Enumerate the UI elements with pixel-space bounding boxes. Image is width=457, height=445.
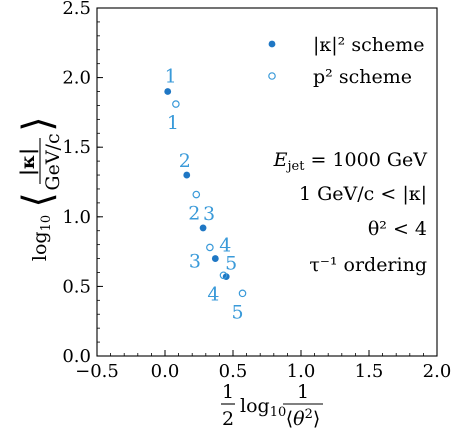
data-points [164, 88, 247, 298]
point-label-p-scheme: 5 [231, 301, 243, 323]
point-kappa-scheme [164, 88, 172, 95]
annotation-kappa-cut: 1 GeV/c < |κ| [299, 183, 427, 205]
y-tick-label: 0.0 [62, 346, 91, 367]
point-label-kappa-scheme: 4 [219, 235, 231, 257]
x-axis: −0.5 0.0 0.5 1.0 1.5 2.0 [75, 350, 451, 382]
y-axis: 0.0 0.5 1.0 1.5 2.0 2.5 [62, 0, 103, 367]
annotation-energy: Ejet = 1000 GeV [273, 149, 428, 174]
point-p-scheme [219, 271, 228, 280]
point-label-kappa-scheme: 2 [179, 150, 191, 172]
point-p-scheme [172, 100, 180, 108]
legend-marker-kappa [268, 40, 276, 48]
point-label-kappa-scheme: 1 [165, 66, 177, 88]
x-tick-label: −0.5 [75, 361, 119, 382]
svg-text:GeV/c: GeV/c [42, 133, 64, 190]
point-label-kappa-scheme: 3 [203, 203, 215, 225]
x-tick-label: 2.0 [423, 361, 452, 382]
annotation-theta-cut: θ² < 4 [368, 218, 427, 240]
svg-text:1: 1 [297, 381, 309, 403]
point-label-p-scheme: 2 [188, 203, 200, 225]
x-tick-label: 1.5 [355, 361, 384, 382]
x-tick-label: 0.5 [219, 361, 248, 382]
svg-text:log10: log10 [29, 215, 54, 261]
legend: |κ|² scheme p² scheme [268, 34, 424, 88]
svg-text:log10: log10 [240, 395, 286, 420]
svg-text:⟩: ⟩ [15, 116, 61, 132]
point-kappa-scheme [211, 255, 219, 262]
y-tick-label: 2.0 [62, 68, 91, 89]
legend-label-kappa: |κ|² scheme [313, 34, 424, 56]
y-tick-label: 1.0 [62, 207, 91, 228]
x-axis-label: 1 2 log10 1 ⟨θ2⟩ [221, 381, 323, 430]
y-tick-label: 1.5 [62, 137, 91, 158]
svg-text:2: 2 [222, 408, 234, 430]
x-tick-label: 0.0 [151, 361, 180, 382]
y-axis-label: log10 ⟨ |κ| GeV/c ⟩ [15, 116, 64, 261]
y-tick-label: 0.5 [62, 276, 91, 297]
point-label-p-scheme: 4 [207, 283, 219, 305]
point-label-p-scheme: 3 [189, 250, 201, 272]
point-p-scheme [238, 289, 247, 298]
legend-marker-p [268, 72, 276, 80]
annotation-block: Ejet = 1000 GeV 1 GeV/c < |κ| θ² < 4 τ⁻¹… [273, 149, 428, 276]
point-label-p-scheme: 1 [167, 112, 179, 134]
svg-text:1: 1 [222, 381, 234, 403]
annotation-ordering: τ⁻¹ ordering [309, 254, 427, 276]
svg-text:⟨: ⟨ [15, 192, 61, 208]
point-kappa-scheme [183, 171, 191, 179]
point-label-kappa-scheme: 5 [225, 253, 237, 275]
svg-text:⟨θ2⟩: ⟨θ2⟩ [286, 407, 321, 430]
point-p-scheme [206, 243, 214, 252]
point-kappa-scheme [199, 224, 207, 232]
svg-text:|κ|: |κ| [17, 148, 39, 176]
plot-frame [96, 7, 438, 357]
legend-label-p: p² scheme [313, 66, 412, 88]
point-p-scheme [192, 190, 201, 199]
y-tick-label: 2.5 [62, 0, 91, 19]
x-tick-label: 1.0 [287, 361, 316, 382]
